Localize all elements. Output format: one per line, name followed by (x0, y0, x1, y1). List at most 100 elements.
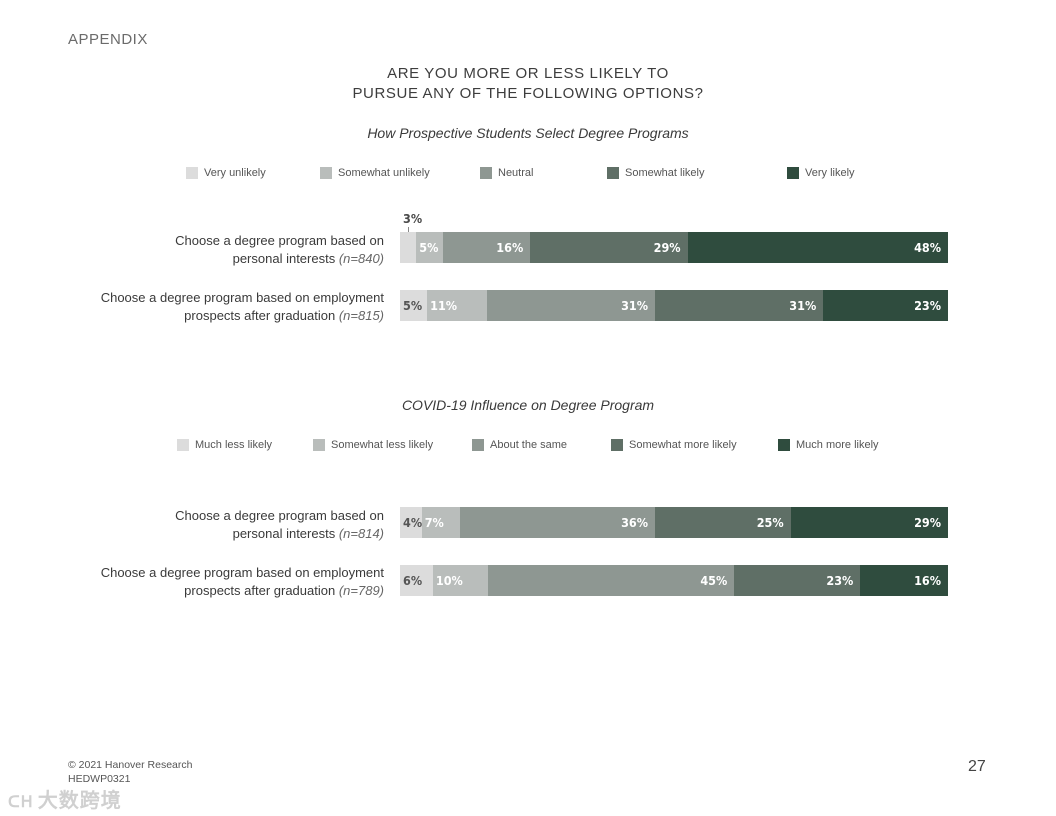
bar-segment (687, 232, 949, 263)
legend-swatch (313, 439, 325, 451)
data-label: 11% (430, 298, 458, 313)
data-label: 48% (914, 240, 941, 255)
bar-segment (790, 507, 949, 538)
legend-swatch (787, 167, 799, 179)
legend-swatch (472, 439, 484, 451)
chart-1-title: How Prospective Students Select Degree P… (367, 125, 689, 141)
data-label: 4% (403, 515, 423, 530)
legend-swatch (320, 167, 332, 179)
legend-item: Much more likely (778, 439, 879, 451)
data-label: 10% (435, 573, 463, 588)
callout-line (408, 227, 409, 232)
watermark-logo-icon: ᑕᕼ (8, 794, 34, 811)
bar-segment (486, 290, 656, 321)
data-label: 16% (496, 240, 524, 255)
legend-item: About the same (472, 439, 567, 451)
watermark: ᑕᕼ 大数跨境 (8, 784, 122, 813)
bar-segment (400, 565, 434, 596)
bar-segment (459, 507, 656, 538)
sample-size: (n=840) (338, 251, 384, 266)
data-label: 29% (653, 240, 681, 255)
category-label-line-1: Choose a degree program based on employm… (100, 290, 384, 305)
sample-size: (n=815) (338, 308, 384, 323)
legend-item: Somewhat likely (607, 167, 704, 179)
legend-label: Somewhat less likely (331, 439, 434, 451)
legend-item: Very unlikely (186, 167, 266, 179)
bar-segment (655, 290, 824, 321)
bar-segment (400, 290, 428, 321)
legend-label: Much less likely (195, 439, 273, 451)
bar-segment (443, 232, 531, 263)
category-label-line-2: personal interests (n=840) (232, 251, 384, 266)
legend-label: Somewhat more likely (629, 439, 737, 451)
page-title: ARE YOU MORE OR LESS LIKELY TO PURSUE AN… (0, 64, 1056, 104)
category-label: Choose a degree program based on personal… (54, 232, 384, 268)
data-label: 36% (621, 515, 649, 530)
legend-swatch (186, 167, 198, 179)
bar-segment (400, 507, 423, 538)
legend-label: Neutral (498, 167, 534, 179)
legend-swatch (177, 439, 189, 451)
legend-swatch (607, 167, 619, 179)
category-label: Choose a degree program based on personal… (54, 507, 384, 543)
data-label: 31% (621, 298, 649, 313)
data-label: 25% (756, 515, 784, 530)
data-label: 5% (419, 240, 439, 255)
legend-label: Very unlikely (204, 167, 266, 179)
chart-2-title: COVID-19 Influence on Degree Program (401, 397, 655, 413)
data-label: 45% (700, 573, 728, 588)
data-label: 23% (826, 573, 854, 588)
bar-segment (421, 507, 461, 538)
legend-label: Somewhat unlikely (338, 167, 430, 179)
category-label-line-1: Choose a degree program based on employm… (100, 565, 384, 580)
data-label: 23% (914, 298, 941, 313)
watermark-text: 大数跨境 (37, 790, 122, 812)
bar-segment (860, 565, 949, 596)
legend-swatch (480, 167, 492, 179)
sample-size: (n=789) (338, 583, 384, 598)
category-label-line-2: prospects after graduation (n=789) (184, 583, 384, 598)
legend-item: Somewhat less likely (313, 439, 433, 451)
stacked-bar: 4% 7% 36% 25% 29% (400, 507, 949, 538)
bar-segment (487, 565, 735, 596)
stacked-bar: 6% 10% 45% 23% 16% (400, 565, 949, 596)
data-label: 31% (789, 298, 817, 313)
document-code: HEDWP0321 (68, 773, 131, 785)
page-title-line-1: ARE YOU MORE OR LESS LIKELY TO (387, 65, 669, 82)
data-label: 6% (403, 573, 423, 588)
category-label: Choose a degree program based on employm… (54, 564, 384, 600)
data-label: 29% (914, 515, 941, 530)
bar-segment (400, 232, 417, 263)
bar-segment (427, 290, 488, 321)
category-label: Choose a degree program based on employm… (54, 289, 384, 325)
legend-item: Somewhat unlikely (320, 167, 430, 179)
page-title-line-2: PURSUE ANY OF THE FOLLOWING OPTIONS? (352, 85, 704, 102)
legend-label: Very likely (805, 167, 855, 179)
section-label: APPENDIX (68, 31, 148, 48)
legend-item: Neutral (480, 167, 533, 179)
data-label: 5% (403, 298, 423, 313)
data-label: 3% (403, 211, 423, 226)
legend-item: Somewhat more likely (611, 439, 737, 451)
page-number: 27 (968, 758, 986, 775)
stacked-bar: 5% 11% 31% 31% 23% (400, 290, 949, 321)
legend-swatch (611, 439, 623, 451)
bar-segment (655, 507, 792, 538)
legend-item: Very likely (787, 167, 855, 179)
sample-size: (n=814) (338, 526, 384, 541)
copyright: © 2021 Hanover Research (68, 759, 193, 771)
footer: © 2021 Hanover Research HEDWP0321 (68, 758, 192, 786)
bar-segment (734, 565, 861, 596)
data-label: 7% (424, 515, 444, 530)
bar-segment (416, 232, 444, 263)
category-label-line-1: Choose a degree program based on (175, 508, 384, 523)
legend-label: Somewhat likely (625, 167, 705, 179)
bar-segment (530, 232, 689, 263)
data-label: 16% (914, 573, 941, 588)
legend-label: About the same (490, 439, 568, 451)
legend-swatch (778, 439, 790, 451)
category-label-line-2: prospects after graduation (n=815) (184, 308, 384, 323)
stacked-bar: 5% 16% 29% 48% (400, 232, 949, 263)
bar-segment (432, 565, 489, 596)
legend-label: Much more likely (796, 439, 879, 451)
